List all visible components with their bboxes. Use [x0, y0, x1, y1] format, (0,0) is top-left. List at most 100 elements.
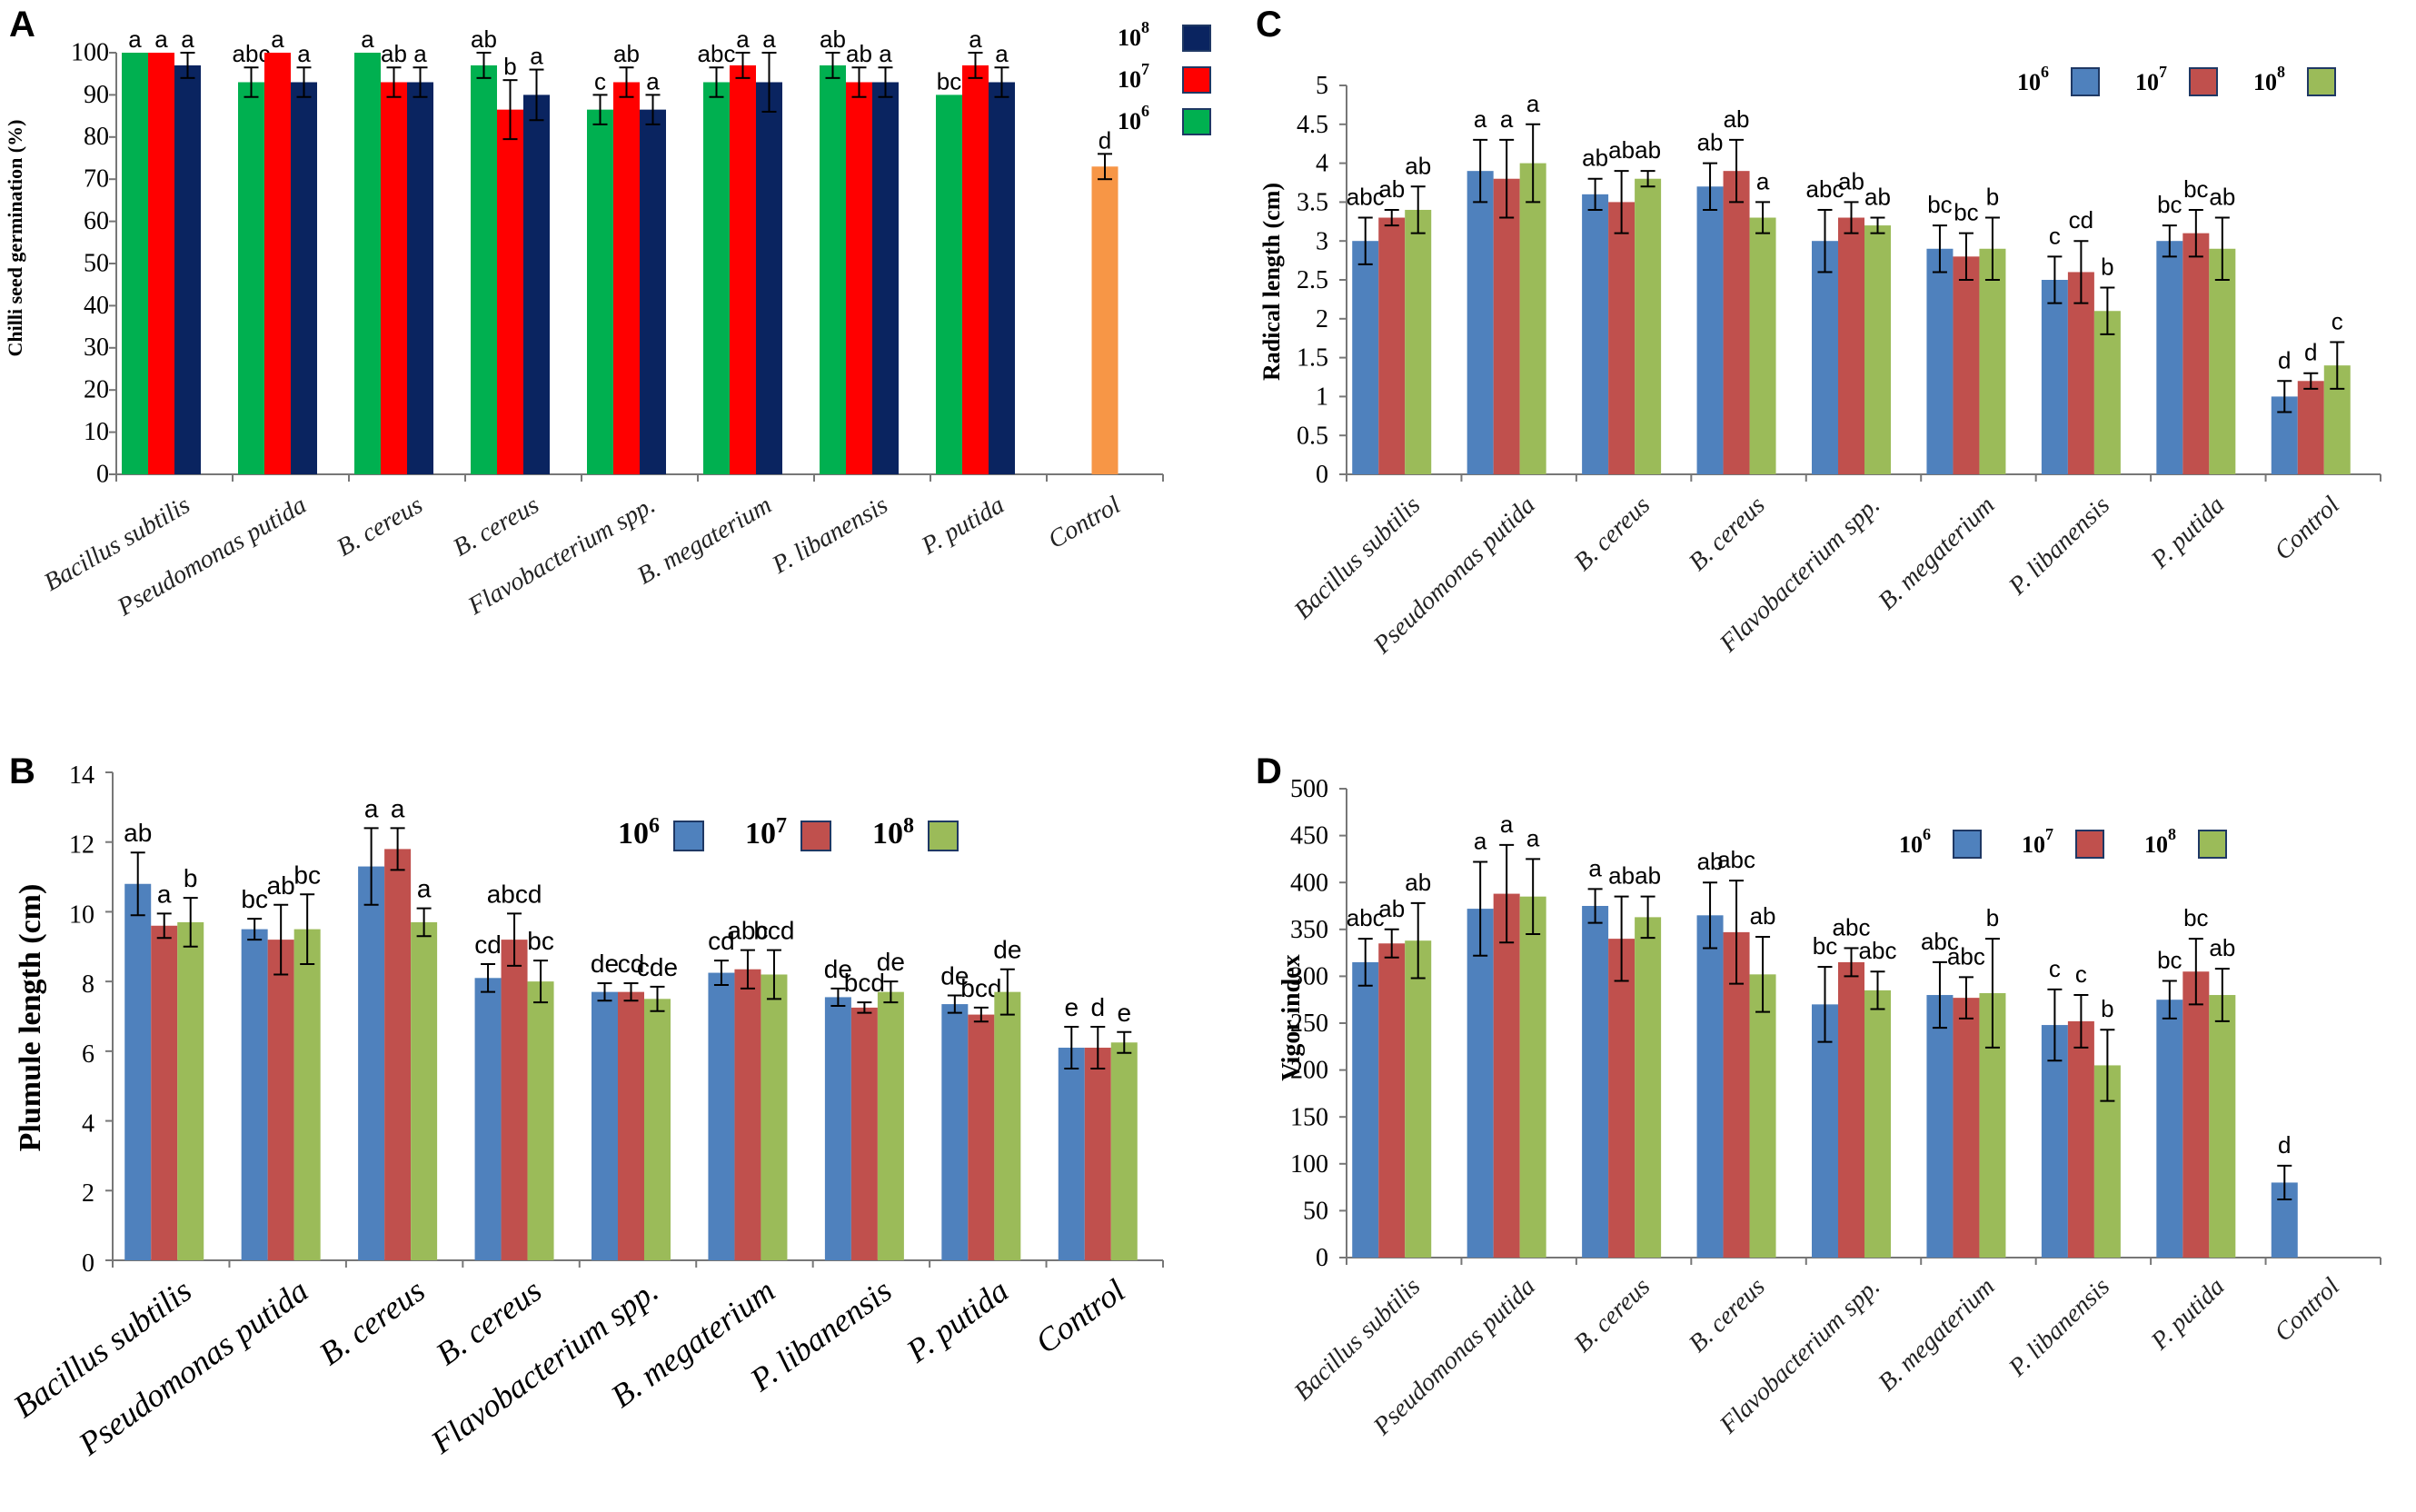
significance-label: e [1117, 999, 1131, 1027]
significance-label: ab [1864, 184, 1891, 211]
y-tick-label: 2.5 [1297, 266, 1328, 294]
bar [354, 53, 381, 474]
x-category-label: Flavobacterium spp. [462, 491, 660, 621]
bar [1493, 178, 1520, 474]
significance-label: a [762, 25, 776, 53]
x-category-label: Control [1043, 491, 1125, 554]
y-tick-label: 50 [84, 249, 109, 277]
bar [384, 849, 412, 1260]
bar [1696, 186, 1724, 474]
significance-label: bc [241, 885, 268, 913]
legend-label: 108 [2144, 825, 2176, 858]
bar [174, 65, 201, 475]
y-axis-title: Plumule length (cm) [14, 884, 47, 1152]
significance-label: abc [698, 40, 736, 67]
bar [264, 53, 291, 474]
significance-label: a [1526, 824, 1540, 851]
y-tick-label: 3 [1316, 227, 1328, 255]
y-tick-label: 200 [1290, 1057, 1328, 1085]
bar [1926, 995, 1954, 1258]
bar [1084, 1048, 1111, 1260]
bar [1953, 256, 1980, 474]
bar [1110, 1042, 1138, 1260]
significance-label: a [530, 43, 543, 70]
significance-label: abc [1806, 175, 1844, 203]
bar [994, 991, 1021, 1260]
significance-label: cd [708, 927, 735, 955]
y-tick-label: 8 [82, 970, 94, 999]
y-tick-label: 0.5 [1297, 422, 1328, 450]
bar [2156, 241, 2183, 474]
significance-label: de [940, 961, 969, 990]
significance-label: ab [1378, 175, 1405, 203]
bar [293, 929, 321, 1260]
significance-label: ab [1405, 152, 1431, 179]
y-tick-label: 500 [1290, 775, 1328, 803]
significance-label: de [993, 936, 1021, 964]
y-tick-label: 100 [71, 38, 109, 66]
bar [2093, 311, 2121, 474]
significance-label: abc [233, 40, 271, 67]
significance-label: bc [2183, 175, 2208, 203]
significance-label: d [1090, 993, 1105, 1021]
bar [1467, 909, 1494, 1258]
bar [411, 921, 438, 1260]
significance-label: ab [2209, 184, 2235, 211]
significance-label: bc [527, 927, 554, 955]
significance-label: ab [1608, 862, 1635, 890]
significance-label: a [361, 25, 374, 53]
significance-label: ab [846, 40, 872, 67]
panel-letter: B [9, 751, 35, 791]
significance-label: a [879, 40, 892, 67]
bar [1696, 915, 1724, 1258]
significance-label: abc [1921, 928, 1959, 955]
bar [1608, 202, 1636, 474]
bar [2209, 995, 2236, 1258]
legend-swatch [2075, 830, 2104, 859]
significance-label: b [503, 53, 516, 80]
bar [1635, 917, 1662, 1258]
x-category-label: Control [2269, 491, 2345, 565]
significance-label: ab [613, 40, 640, 67]
significance-label: ab [1405, 869, 1431, 896]
significance-label: abcd [487, 880, 542, 908]
significance-label: a [271, 25, 284, 53]
bar [124, 883, 152, 1260]
bar [846, 82, 872, 474]
bar [941, 1004, 969, 1260]
legend-label: 106 [1118, 102, 1149, 134]
significance-label: abc [1833, 913, 1871, 940]
significance-label: ab [1582, 144, 1608, 172]
y-tick-label: 5 [1316, 72, 1328, 100]
legend-label: 106 [2017, 63, 2049, 95]
y-tick-label: 14 [69, 761, 94, 790]
bar [1979, 248, 2006, 474]
significance-label: ab [1635, 136, 1661, 164]
significance-label: ab [1724, 105, 1750, 133]
legend-swatch [2307, 67, 2336, 96]
significance-label: abc [1947, 942, 1985, 970]
significance-label: cd [474, 930, 502, 959]
bar [2067, 1020, 2094, 1258]
legend-swatch [928, 821, 959, 851]
significance-label: a [417, 875, 432, 903]
significance-label: a [995, 40, 1009, 67]
significance-label: b [1986, 904, 1999, 931]
y-tick-label: 100 [1290, 1150, 1328, 1179]
significance-label: d [1099, 126, 1111, 154]
bar [523, 94, 550, 475]
bar [1519, 163, 1546, 474]
significance-label: bc [293, 860, 321, 889]
significance-label: a [181, 25, 194, 53]
bar [1608, 939, 1636, 1258]
bar [936, 94, 962, 475]
x-category-label: B. cereus [1684, 1272, 1771, 1358]
significance-label: a [1500, 105, 1514, 133]
y-tick-label: 4 [1316, 150, 1328, 178]
significance-label: a [297, 40, 311, 67]
bar [151, 925, 178, 1260]
significance-label: bc [937, 67, 961, 94]
significance-label: de [824, 955, 852, 983]
legend-swatch [1953, 830, 1982, 859]
significance-label: bcd [753, 917, 794, 945]
